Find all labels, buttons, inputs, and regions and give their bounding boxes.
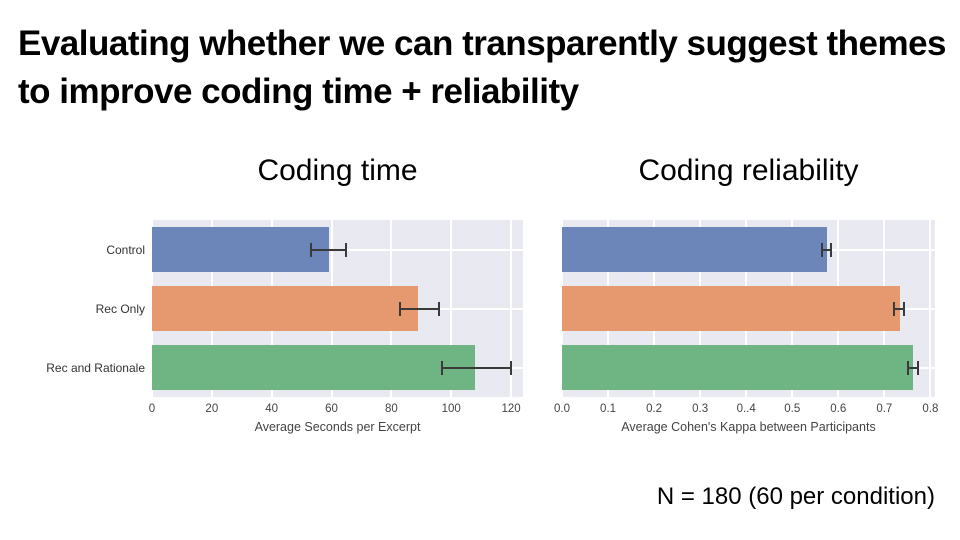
x-tick-label: 60 (325, 403, 338, 415)
error-bar-cap (916, 360, 919, 375)
x-tick-label: 0.6 (830, 403, 847, 415)
x-tick-label: 80 (384, 403, 398, 415)
plot-area (152, 220, 523, 397)
bar-rec-and-rationale (562, 345, 913, 390)
error-bar-cap (830, 242, 833, 257)
error-bar-control (822, 248, 832, 251)
x-tick-label: 100 (441, 403, 461, 415)
x-tick-label: 0.1 (600, 403, 617, 415)
category-label-rec-only: Rec Only (95, 301, 145, 316)
gridline-vertical (510, 220, 513, 397)
x-tick-label: 0.3 (692, 403, 709, 415)
x-tick-label: 0.0 (554, 403, 570, 415)
category-label-control: Control (106, 242, 145, 257)
error-bar-rec-only (400, 307, 440, 310)
error-bar-cap (510, 360, 513, 375)
x-tick-label: 0.7 (876, 403, 893, 415)
error-bar-rec-and-rationale (908, 366, 918, 369)
error-bar-cap (907, 360, 910, 375)
x-tick-label: 0.8 (922, 403, 939, 415)
x-axis-tick-labels: 0 20 40 60 80 100 120 (148, 403, 523, 418)
error-bar-cap (438, 301, 441, 316)
error-bar-cap (893, 301, 896, 316)
x-tick-label: 0 (148, 403, 156, 415)
x-tick-label: 120 (501, 403, 521, 415)
chart-title-coding-time: Coding time (257, 154, 418, 187)
error-bar-cap (345, 242, 348, 257)
error-bar-cap (821, 242, 824, 257)
x-axis-label: Average Cohen's Kappa between Participan… (621, 420, 876, 434)
plot-area (562, 220, 935, 397)
gridline-vertical (929, 220, 932, 397)
x-tick-label: 0.5 (784, 403, 801, 415)
error-bar-cap (441, 360, 444, 375)
x-tick-label: 20 (205, 403, 219, 415)
x-axis-label: Average Seconds per Excerpt (254, 420, 421, 434)
x-tick-label: 0.2 (646, 403, 663, 415)
error-bar-cap (309, 242, 312, 257)
bar-control (562, 227, 827, 272)
bar-control (152, 227, 329, 272)
coding-time-chart: Coding time Control Rec Only Rec and Ratio… (0, 140, 540, 445)
error-bar-cap (399, 301, 402, 316)
error-bar-rec-only (894, 307, 904, 310)
error-bar-cap (902, 301, 905, 316)
slide-title: Evaluating whether we can transparently … (18, 24, 947, 112)
bar-rec-only (152, 286, 419, 331)
sample-size-note: N = 180 (60 per condition) (656, 483, 935, 510)
error-bar-rec-and-rationale (442, 366, 512, 369)
x-axis-tick-labels: 0.0 0.1 0.2 0.3 0..4 0.5 0.6 0.7 0.8 (554, 403, 939, 418)
bar-rec-and-rationale (152, 345, 476, 390)
x-tick-label: 0..4 (736, 403, 756, 415)
error-bar-control (310, 248, 347, 251)
category-label-rec-and-rationale: Rec and Rationale (46, 360, 145, 375)
y-axis-category-labels: Control Rec Only Rec and Rationale (0, 220, 145, 397)
coding-reliability-chart: Coding reliability 0.0 0.1 0.2 0.3 0..4 0.5 0.… (410, 140, 960, 445)
bar-rec-only (562, 286, 901, 331)
x-tick-label: 40 (265, 403, 279, 415)
gridline-vertical (450, 220, 453, 397)
chart-title-coding-reliability: Coding reliability (638, 154, 859, 187)
